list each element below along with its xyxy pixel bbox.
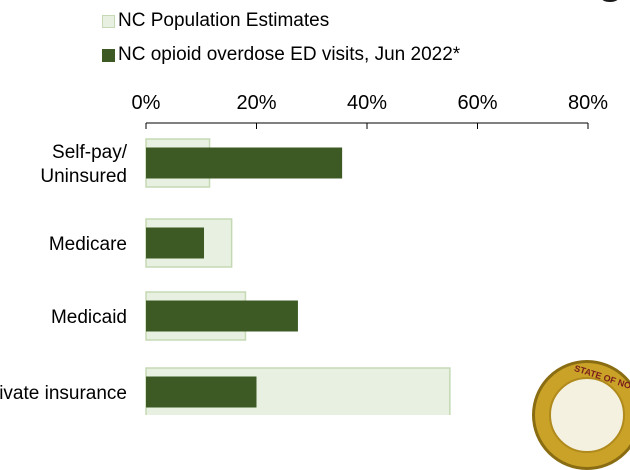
- chart-title-fragment: g: [0, 0, 630, 4]
- x-tick-label: 20%: [236, 92, 276, 114]
- category-label: Uninsured: [40, 166, 127, 187]
- legend-item-ed-visits: NC opioid overdose ED visits, Jun 2022*: [102, 40, 460, 70]
- legend-label-population: NC Population Estimates: [118, 10, 330, 31]
- x-tick-label: 80%: [568, 92, 608, 114]
- x-tick-label: 0%: [132, 92, 161, 114]
- bar-ed-visits: [146, 300, 298, 332]
- seal-center: [549, 377, 625, 453]
- x-tick-label: 60%: [457, 92, 497, 114]
- bar-ed-visits: [146, 376, 257, 408]
- bar-chart: 0% 20% 40% 60% 80% Self-pay/Uninsured Medicare…: [0, 92, 608, 415]
- bar-ed-visits: [146, 227, 205, 259]
- legend-swatch-population: [102, 14, 115, 28]
- legend-label-ed-visits: NC opioid overdose ED visits, Jun 2022*: [118, 44, 461, 65]
- nc-state-seal-logo: STATE OF NOR: [532, 360, 630, 470]
- category-label: Private insurance: [0, 383, 127, 404]
- legend: NC Population Estimates NC opioid overdo…: [102, 6, 460, 74]
- legend-item-population: NC Population Estimates: [102, 6, 460, 36]
- category-label: Self-pay/: [52, 142, 128, 163]
- legend-swatch-ed-visits: [102, 48, 115, 62]
- bar-ed-visits: [146, 147, 343, 179]
- category-label: Medicare: [49, 234, 127, 255]
- x-tick-label: 40%: [347, 92, 387, 114]
- category-label: Medicaid: [51, 307, 127, 328]
